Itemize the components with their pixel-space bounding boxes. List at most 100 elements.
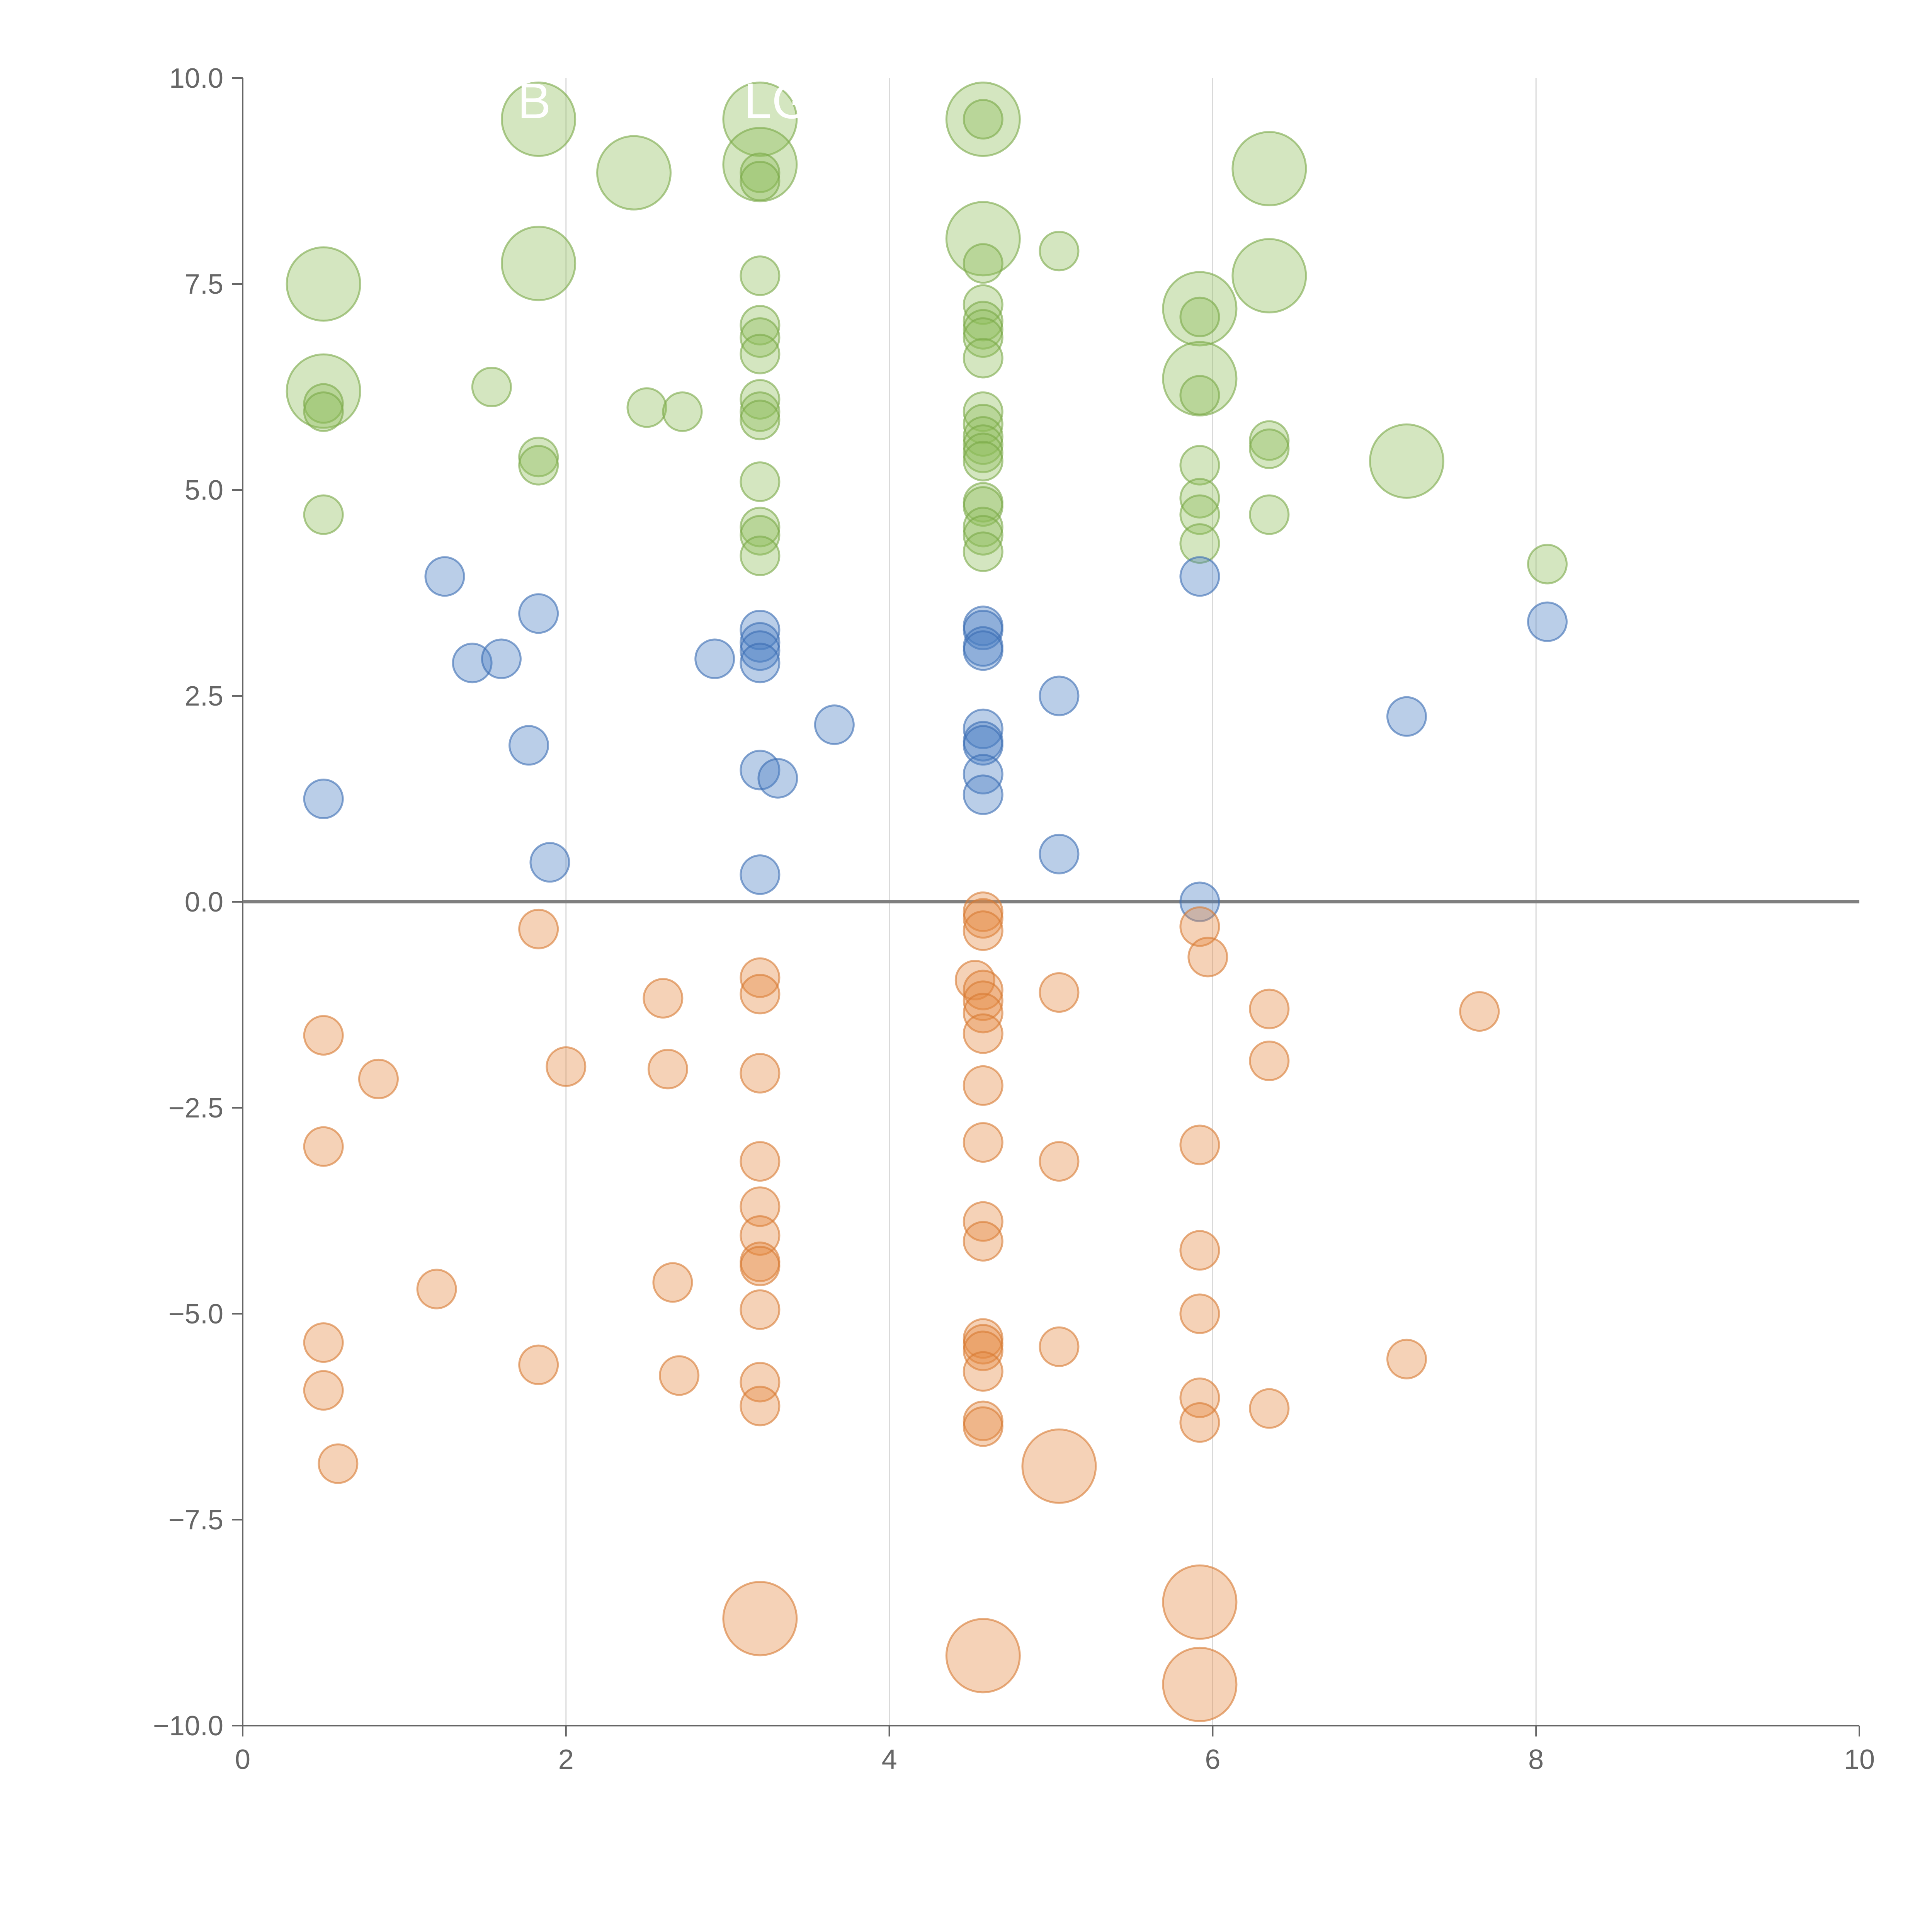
point-orange-2: [963, 910, 1003, 951]
x-tick-label: 2: [558, 1744, 574, 1775]
point-orange-39: [1179, 1293, 1220, 1334]
point-orange-25: [963, 1122, 1003, 1163]
point-green-63: [1527, 544, 1568, 585]
point-green-39: [963, 416, 1003, 457]
point-orange-60: [1162, 1564, 1238, 1640]
point-orange-28: [1039, 1141, 1080, 1182]
point-orange-1: [963, 898, 1003, 939]
point-green-13: [286, 246, 361, 322]
point-green-10: [1039, 231, 1080, 272]
point-blue-4: [740, 609, 781, 650]
point-green-56: [963, 507, 1003, 548]
point-orange-45: [1039, 1326, 1080, 1367]
point-blue-17: [814, 704, 855, 745]
point-green-23: [740, 333, 781, 374]
point-blue-21: [509, 725, 549, 766]
point-green-60: [740, 507, 781, 548]
point-blue-1: [1179, 556, 1220, 597]
point-orange-50: [303, 1370, 344, 1411]
point-green-40: [963, 424, 1003, 465]
point-orange-62: [1162, 1646, 1238, 1722]
point-orange-44: [963, 1351, 1003, 1392]
x-tick-label: 10: [1844, 1744, 1875, 1775]
point-orange-26: [1179, 1124, 1220, 1165]
point-blue-2: [518, 593, 559, 634]
point-green-12: [1231, 238, 1307, 314]
point-green-25: [740, 391, 781, 432]
point-green-17: [963, 301, 1003, 342]
point-blue-14: [694, 638, 735, 679]
point-orange-51: [740, 1386, 781, 1427]
point-blue-0: [424, 556, 465, 597]
point-blue-9: [963, 609, 1003, 650]
x-tick-label: 6: [1205, 1744, 1220, 1775]
point-green-14: [501, 226, 577, 301]
point-blue-24: [963, 754, 1003, 795]
axis-layer: 0 2 4 6 8 10 −10.0 −7.5 −5.0 −2.5 0.0 2.5 5.0 7.5 10.0: [153, 63, 1875, 1775]
point-green-19: [963, 317, 1003, 358]
point-orange-3: [518, 908, 559, 949]
point-orange-58: [1021, 1428, 1097, 1504]
point-orange-34: [963, 1221, 1003, 1262]
point-blue-18: [963, 708, 1003, 749]
point-green-46: [518, 437, 559, 478]
point-green-44: [1249, 428, 1290, 469]
point-orange-52: [1179, 1377, 1220, 1418]
point-orange-18: [1249, 1040, 1290, 1081]
point-green-35: [626, 387, 667, 428]
point-blue-28: [1039, 833, 1080, 874]
point-orange-9: [963, 969, 1003, 1010]
point-orange-32: [740, 1245, 781, 1286]
point-green-41: [963, 432, 1003, 473]
annotation-label: LG: [744, 73, 811, 129]
point-green-24: [740, 379, 781, 420]
point-green-1: [596, 135, 672, 211]
point-green-16: [963, 284, 1003, 325]
point-orange-38: [740, 1289, 781, 1330]
point-orange-29: [740, 1186, 781, 1227]
point-green-32: [303, 383, 344, 424]
point-green-9: [963, 243, 1003, 284]
point-orange-48: [659, 1355, 700, 1396]
x-tick-label: 4: [882, 1744, 897, 1775]
point-orange-55: [963, 1406, 1003, 1447]
point-blue-20: [963, 725, 1003, 766]
point-blue-3: [1527, 601, 1568, 642]
point-orange-16: [1459, 991, 1500, 1032]
point-orange-37: [416, 1269, 457, 1310]
point-orange-61: [945, 1618, 1021, 1694]
point-orange-53: [1249, 1388, 1290, 1429]
x-tick-label: 0: [235, 1744, 250, 1775]
y-tick-label: −7.5: [168, 1505, 223, 1536]
point-green-50: [1179, 478, 1220, 519]
point-blue-5: [740, 622, 781, 663]
point-green-20: [963, 338, 1003, 379]
point-green-55: [963, 486, 1003, 527]
point-orange-47: [518, 1344, 559, 1385]
points-layer: [286, 82, 1568, 1722]
point-orange-14: [1039, 972, 1080, 1013]
point-orange-21: [740, 1053, 781, 1094]
point-orange-7: [740, 974, 781, 1015]
point-green-7: [963, 99, 1003, 140]
point-orange-46: [1386, 1338, 1427, 1379]
point-green-59: [1249, 494, 1290, 535]
point-green-5: [740, 161, 781, 201]
point-blue-25: [963, 774, 1003, 815]
point-orange-35: [1179, 1230, 1220, 1271]
point-blue-26: [303, 779, 344, 819]
point-green-15: [740, 255, 781, 296]
point-green-58: [963, 531, 1003, 572]
point-orange-20: [647, 1049, 688, 1090]
point-orange-17: [303, 1015, 344, 1056]
point-green-38: [963, 403, 1003, 444]
y-tick-label: 7.5: [185, 269, 223, 300]
point-green-51: [1179, 494, 1220, 535]
point-green-6: [945, 82, 1021, 157]
point-green-18: [963, 309, 1003, 350]
point-blue-29: [740, 854, 781, 895]
point-green-34: [471, 367, 512, 407]
point-green-45: [1369, 423, 1444, 499]
point-green-62: [740, 536, 781, 577]
